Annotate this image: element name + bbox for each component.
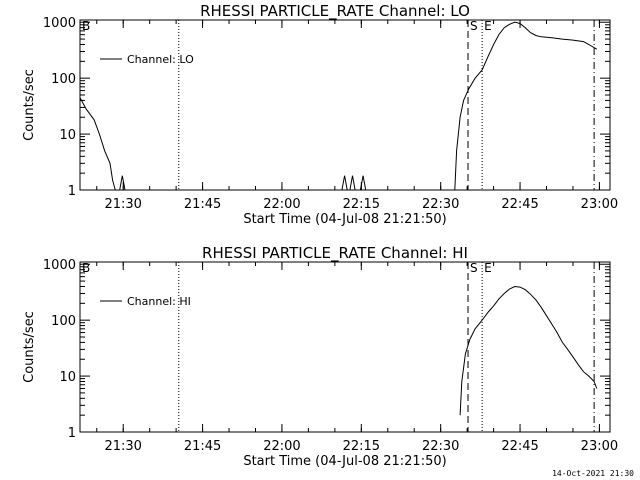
series-line [454, 21, 598, 191]
x-tick-label: 22:15 [343, 197, 380, 212]
series-line [79, 97, 116, 191]
x-axis-label: Start Time (04-Jul-08 21:21:50) [243, 454, 446, 469]
chart-title: RHESSI PARTICLE_RATE Channel: HI [202, 244, 468, 263]
series-line [359, 175, 367, 191]
x-axis-label: Start Time (04-Jul-08 21:21:50) [243, 212, 446, 227]
series-line [459, 285, 598, 416]
x-tick-label: 22:45 [501, 197, 538, 212]
x-tick-label: 22:00 [263, 439, 300, 454]
time-marker-label: E [484, 19, 492, 33]
x-tick-label: 22:30 [422, 197, 459, 212]
x-tick-label: 22:45 [501, 439, 538, 454]
x-tick-label: 21:30 [104, 197, 141, 212]
y-tick-label: 1000 [43, 16, 76, 31]
series-line [119, 175, 126, 191]
time-marker-label: E [484, 261, 492, 275]
series-line [341, 175, 348, 191]
x-tick-label: 22:00 [263, 197, 300, 212]
x-tick-label: 21:30 [104, 439, 141, 454]
x-tick-label: 21:45 [184, 197, 221, 212]
y-tick-label: 100 [51, 314, 76, 329]
y-tick-label: 1 [68, 426, 76, 441]
plot-frame [79, 261, 611, 433]
x-tick-label: 21:45 [184, 439, 221, 454]
plot-frame [79, 19, 611, 191]
chart-title: RHESSI PARTICLE_RATE Channel: LO [200, 2, 470, 21]
series-line [349, 175, 356, 191]
legend-label: Channel: HI [127, 295, 191, 308]
legend-label: Channel: LO [127, 53, 194, 66]
y-axis-label: Counts/sec [22, 311, 37, 383]
x-tick-label: 22:30 [422, 439, 459, 454]
time-marker-label: B [82, 19, 90, 33]
x-tick-label: 22:15 [343, 439, 380, 454]
x-tick-label: 23:00 [581, 197, 618, 212]
x-tick-label: 23:00 [581, 439, 618, 454]
footer-timestamp: 14-Oct-2021 21:30 [552, 469, 634, 478]
y-tick-label: 1000 [43, 258, 76, 273]
time-marker-label: S [470, 261, 478, 275]
time-marker-label: B [82, 261, 90, 275]
y-tick-label: 1 [68, 184, 76, 199]
y-tick-label: 10 [59, 370, 76, 385]
y-tick-label: 10 [59, 128, 76, 143]
time-marker-label: S [470, 19, 478, 33]
y-tick-label: 100 [51, 72, 76, 87]
y-axis-label: Counts/sec [22, 69, 37, 141]
